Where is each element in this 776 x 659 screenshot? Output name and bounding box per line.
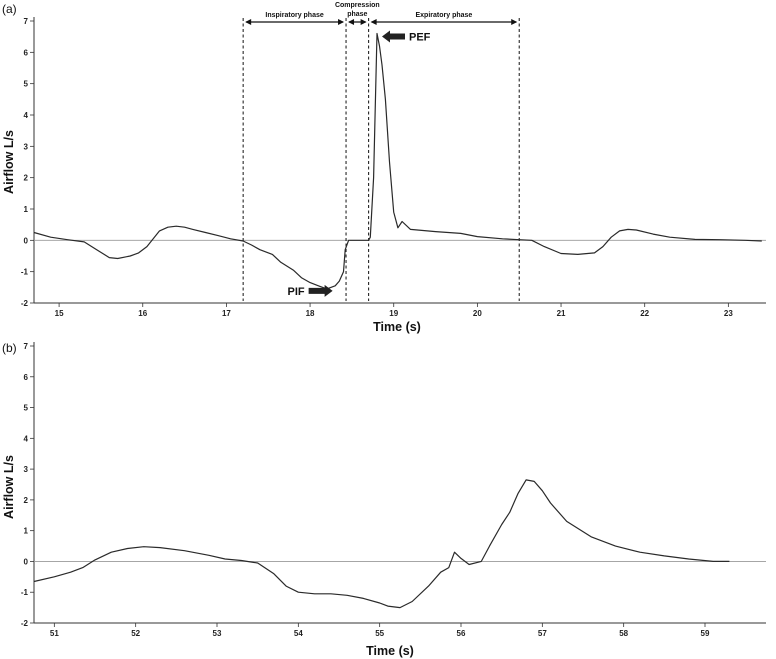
y-axis-title: Airflow L/s (2, 455, 16, 519)
phase-label: Expiratory phase (416, 12, 473, 19)
phase-arrowhead-left (370, 19, 377, 25)
y-tick-label: 6 (24, 48, 29, 57)
airflow-trace (33, 32, 762, 290)
x-tick-label: 51 (50, 629, 59, 638)
x-tick-label: 57 (538, 629, 547, 638)
phase-arrowhead-right (360, 19, 367, 25)
pef-arrow (381, 30, 405, 43)
y-tick-label: 5 (24, 404, 29, 413)
y-tick-label: 5 (24, 80, 29, 89)
y-tick-label: 3 (24, 142, 29, 151)
phase-label: Compression (335, 2, 380, 9)
phase-arrowhead-left (348, 19, 355, 25)
y-tick-label: 1 (24, 205, 29, 214)
y-tick-label: 4 (24, 111, 29, 120)
x-tick-label: 53 (213, 629, 222, 638)
y-tick-label: 0 (24, 236, 29, 245)
x-tick-label: 52 (131, 629, 140, 638)
x-tick-label: 20 (473, 309, 482, 318)
x-tick-label: 54 (294, 629, 303, 638)
y-tick-label: 6 (24, 373, 29, 382)
x-tick-label: 58 (619, 629, 628, 638)
x-tick-label: 15 (55, 309, 64, 318)
x-axis-title: Time (s) (373, 320, 421, 334)
y-tick-label: -1 (21, 268, 29, 277)
pif-label: PIF (287, 286, 304, 298)
x-tick-label: 18 (306, 309, 315, 318)
x-tick-label: 21 (557, 309, 566, 318)
y-tick-label: -2 (21, 619, 29, 628)
y-tick-label: 0 (24, 557, 29, 566)
phase-label-line2: phase (347, 11, 367, 18)
pif-arrow (308, 284, 333, 297)
phase-arrowhead-right (338, 19, 345, 25)
x-tick-label: 22 (640, 309, 649, 318)
x-tick-label: 19 (389, 309, 398, 318)
y-tick-label: 3 (24, 465, 29, 474)
y-axis-title: Airflow L/s (2, 130, 16, 194)
x-tick-label: 56 (457, 629, 466, 638)
y-tick-label: 7 (24, 17, 29, 26)
y-tick-label: 2 (24, 174, 29, 183)
pef-label: PEF (409, 32, 431, 44)
y-tick-label: 4 (24, 434, 29, 443)
x-axis-title: Time (s) (366, 644, 414, 658)
x-tick-label: 59 (701, 629, 710, 638)
x-tick-label: 17 (222, 309, 231, 318)
panel-label: (b) (2, 341, 17, 355)
panel-label: (a) (2, 2, 17, 16)
y-tick-label: 2 (24, 496, 29, 505)
x-tick-label: 23 (724, 309, 733, 318)
phase-arrowhead-right (511, 19, 518, 25)
y-tick-label: -1 (21, 588, 29, 597)
x-tick-label: 55 (375, 629, 384, 638)
phase-arrowhead-left (245, 19, 252, 25)
y-tick-label: 7 (24, 342, 29, 351)
y-tick-label: -2 (21, 299, 29, 308)
x-tick-label: 16 (138, 309, 147, 318)
airflow-trace (33, 479, 730, 609)
phase-label: Inspiratory phase (265, 12, 323, 19)
y-tick-label: 1 (24, 527, 29, 536)
